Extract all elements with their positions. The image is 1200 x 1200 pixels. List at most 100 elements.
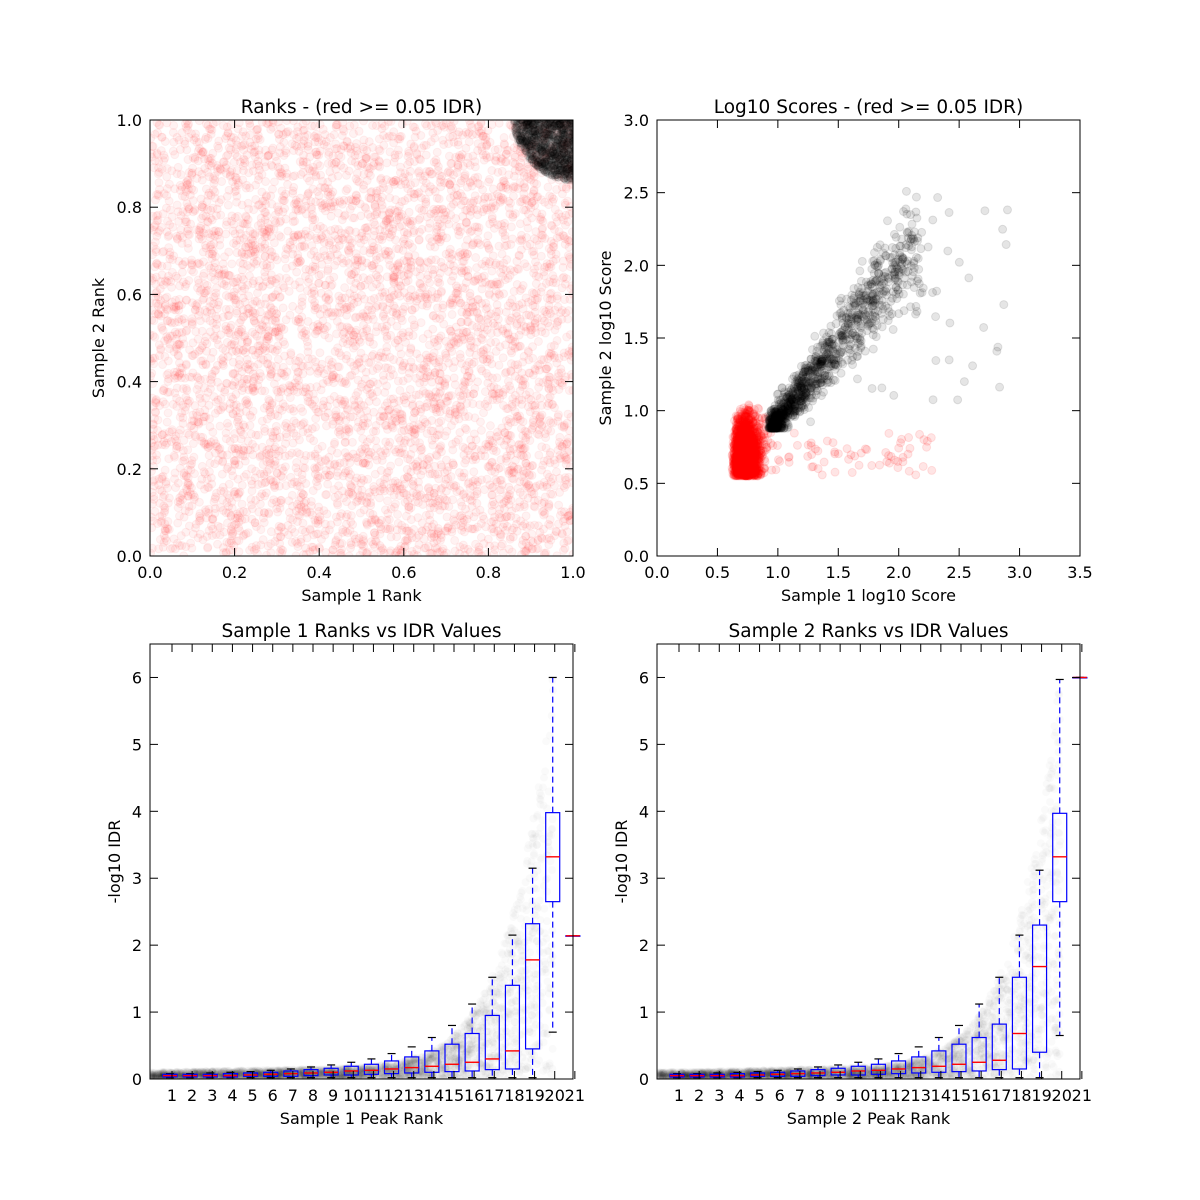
scatter-point [230, 369, 240, 379]
scatter-point [311, 414, 321, 424]
scatter-point [527, 213, 537, 223]
scatter-point [550, 204, 560, 214]
scatter-point [260, 196, 270, 206]
scatter-point [248, 229, 258, 239]
scatter-point [432, 235, 442, 245]
scatter-point [512, 411, 522, 421]
scatter-point [457, 176, 467, 186]
scatter-point [373, 243, 383, 253]
scatter-point [422, 121, 432, 131]
scatter-point [233, 124, 243, 134]
scatter-point [544, 244, 554, 254]
scatter-point [509, 171, 519, 181]
scatter-point [233, 373, 243, 383]
scatter-point [292, 458, 302, 468]
scatter-point [411, 459, 421, 469]
scatter-point [563, 350, 573, 360]
scatter-point [239, 332, 249, 342]
scatter-point [197, 169, 207, 179]
scatter-point [420, 493, 430, 503]
scatter-point [215, 164, 225, 174]
scatter-point [562, 274, 572, 284]
scatter-point [508, 212, 518, 222]
scatter-point [321, 229, 331, 239]
scatter-point [453, 289, 463, 299]
scatter-point [335, 197, 345, 207]
scatter-point [522, 468, 532, 478]
scatter-point [467, 130, 477, 140]
scatter-point [291, 431, 301, 441]
scatter-point [257, 120, 267, 127]
scatter-point [342, 497, 352, 507]
scatter-point [302, 173, 312, 183]
scatter-point [471, 454, 481, 464]
scatter-point [324, 294, 334, 304]
scatter-point [180, 282, 190, 292]
scatter-point [456, 511, 466, 521]
scatter-point [203, 190, 213, 200]
scatter-point [476, 364, 486, 374]
scatter-point [264, 223, 274, 233]
scatter-point [378, 210, 388, 220]
scatter-point [433, 289, 443, 299]
scatter-point [246, 494, 256, 504]
scatter-point [431, 358, 441, 368]
scatter-point [562, 418, 572, 428]
scatter-point [309, 401, 319, 411]
scatter-point [314, 407, 324, 417]
scatter-point [529, 246, 539, 256]
scatter-point [483, 442, 493, 452]
scatter-point [495, 195, 505, 205]
scatter-point [554, 500, 564, 510]
scatter-point [321, 526, 331, 536]
scatter-point [423, 289, 433, 299]
scatter-point [248, 279, 258, 289]
scatter-point [234, 360, 244, 370]
scatter-point [193, 417, 203, 427]
scatter-point [473, 178, 483, 188]
scatter-point [549, 274, 559, 284]
scatter-point [307, 121, 317, 131]
scatter-point [466, 331, 476, 341]
scatter-point [197, 234, 207, 244]
scatter-point [361, 458, 371, 468]
scatter-point [390, 338, 400, 348]
scatter-point [206, 263, 216, 273]
scatter-point [235, 224, 245, 234]
scatter-point [333, 225, 343, 235]
scatter-point [278, 362, 288, 372]
scatter-point [484, 177, 494, 187]
scatter-point [550, 353, 560, 363]
scatter-point [193, 275, 203, 285]
scatter-point [365, 245, 375, 255]
scatter-point [261, 192, 271, 202]
scatter-point [333, 171, 343, 181]
scatter-point [418, 282, 428, 292]
scatter-point [214, 269, 224, 279]
scatter-point [454, 230, 464, 240]
scatter-point [245, 120, 255, 128]
scatter-point [337, 215, 347, 225]
scatter-point [221, 169, 231, 179]
scatter-point [489, 524, 499, 534]
scatter-point [403, 262, 413, 272]
scatter-point [331, 122, 341, 132]
scatter-point [266, 232, 276, 242]
scatter-point [409, 481, 419, 491]
scatter-point [188, 338, 198, 348]
scatter-point [563, 437, 573, 447]
scatter-point [276, 523, 286, 533]
scatter-point [335, 322, 345, 332]
scatter-point [365, 434, 375, 444]
scatter-point [181, 359, 191, 369]
scatter-point [275, 148, 285, 158]
scatter-point [164, 275, 174, 285]
scatter-point [187, 320, 197, 330]
scatter-point [506, 239, 516, 249]
scatter-point [311, 170, 321, 180]
scatter-point [174, 511, 184, 521]
scatter-point [307, 205, 317, 215]
scatter-point [283, 226, 293, 236]
scatter-point [419, 141, 429, 151]
scatter-point [522, 481, 532, 491]
